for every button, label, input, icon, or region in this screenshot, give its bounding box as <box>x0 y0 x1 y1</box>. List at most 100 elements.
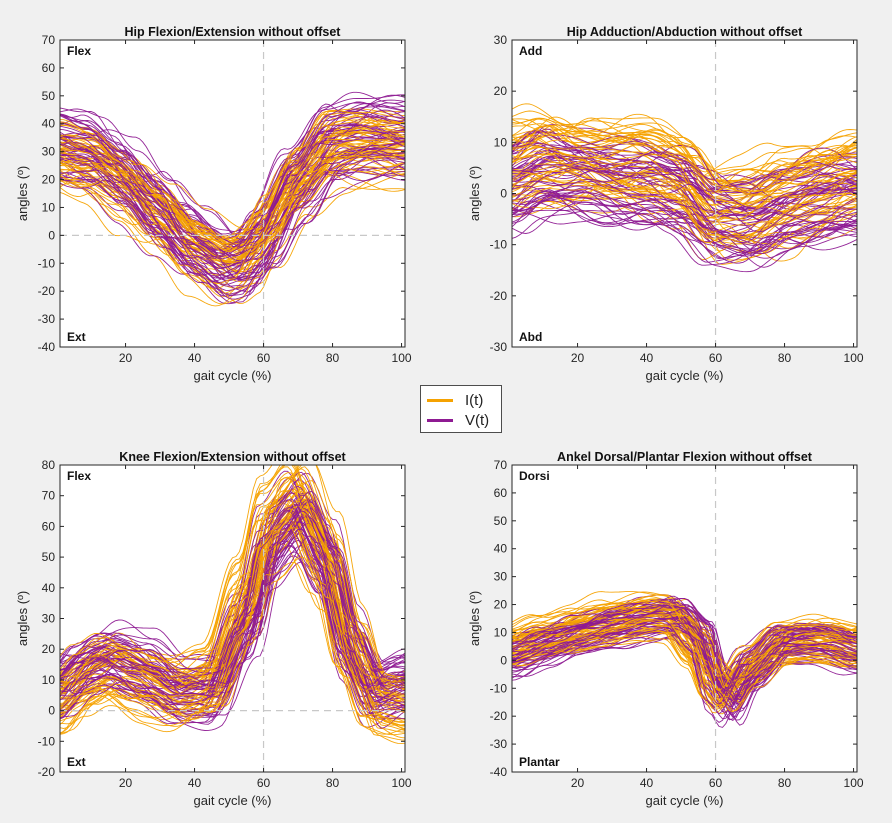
corner-label-bottom: Plantar <box>519 755 560 769</box>
curves <box>60 465 405 745</box>
series-i-curve-92 <box>60 111 405 239</box>
series-i-curve-74 <box>60 489 405 727</box>
series-i-curve-90 <box>512 635 857 709</box>
series-v-curve-109 <box>60 101 405 257</box>
series-v-curve-91 <box>512 598 857 701</box>
series-i-curve-88 <box>512 614 857 702</box>
y-tick-label: -10 <box>490 681 508 695</box>
y-tick-label: 0 <box>48 704 55 718</box>
y-tick-label: 30 <box>42 145 56 159</box>
x-axis-label: gait cycle (%) <box>645 793 723 808</box>
series-i-curve-90 <box>60 465 405 688</box>
series-v-curve-101 <box>512 622 857 710</box>
axes-frame <box>59 39 406 348</box>
x-tick-label: 20 <box>571 776 585 790</box>
series-i-curve-72 <box>512 163 857 214</box>
legend-item-v: V(t) <box>427 410 489 430</box>
x-tick-label: 40 <box>640 351 654 365</box>
series-v-curve-103 <box>512 165 857 233</box>
series-v-curve-51 <box>512 194 857 255</box>
chart-title: Hip Flexion/Extension without offset <box>125 25 342 39</box>
series-v-curve-49 <box>60 156 405 293</box>
series-i-curve-80 <box>512 124 857 196</box>
y-tick-label: 30 <box>494 33 508 47</box>
series-i-curve-78 <box>512 187 857 249</box>
legend: I(t) V(t) <box>420 385 502 433</box>
series-v-curve-91 <box>60 136 405 260</box>
series-v-curve-105 <box>60 159 405 300</box>
series-v-curve-105 <box>512 595 857 692</box>
y-tick-label: 10 <box>494 135 508 149</box>
axes-frame <box>511 464 858 773</box>
series-v-curve-17 <box>512 630 857 721</box>
series-i-curve-104 <box>60 519 405 726</box>
y-tick-label: 70 <box>42 33 56 47</box>
series-i-curve-80 <box>60 503 405 701</box>
chart-title: Ankel Dorsal/Plantar Flexion without off… <box>557 450 813 464</box>
y-tick-label: 10 <box>42 673 56 687</box>
x-tick-label: 40 <box>188 351 202 365</box>
series-v-curve-105 <box>60 535 405 718</box>
series-i-curve-92 <box>60 519 405 725</box>
y-tick-label: 10 <box>494 625 508 639</box>
series-i-curve-104 <box>60 154 405 285</box>
chart-panel-4: 20 40 60 80 100 -40 -30 -20 -10 0 10 20 30 40 50 60 70 An… <box>467 450 864 808</box>
y-tick-label: 60 <box>42 519 56 533</box>
curves <box>512 103 857 273</box>
y-tick-label: 20 <box>42 642 56 656</box>
series-v-curve-69 <box>512 631 857 712</box>
x-axis-label: gait cycle (%) <box>193 793 271 808</box>
series-i-curve-102 <box>512 600 857 691</box>
y-axis-label: angles (º) <box>15 591 30 646</box>
y-axis-label: angles (º) <box>15 166 30 221</box>
x-tick-label: 60 <box>709 351 723 365</box>
series-i-curve-100 <box>512 161 857 239</box>
y-tick-label: 40 <box>494 542 508 556</box>
series-v-curve-97 <box>60 152 405 269</box>
legend-swatch-i <box>427 398 453 402</box>
y-tick-label: -40 <box>38 340 56 354</box>
y-tick-label: 20 <box>494 84 508 98</box>
series-v-curve-83 <box>60 141 405 282</box>
series-v-curve-87 <box>60 508 405 670</box>
series-v-curve-73 <box>60 499 405 697</box>
series-i-curve-88 <box>512 122 857 196</box>
series-i-curve-80 <box>60 149 405 262</box>
series-v-curve-103 <box>60 506 405 690</box>
chart-panel-2: 20 40 60 80 100 -30 -20 -10 0 10 20 30 Hip Adduction… <box>467 25 864 383</box>
y-tick-label: -40 <box>490 765 508 779</box>
series-v-curve-109 <box>512 620 857 715</box>
x-tick-label: 60 <box>257 776 271 790</box>
series-i-curve-106 <box>60 556 405 745</box>
legend-swatch-v <box>427 418 453 422</box>
x-tick-label: 20 <box>571 351 585 365</box>
series-v-curve-53 <box>512 200 857 254</box>
series-i-curve-46 <box>512 179 857 254</box>
legend-label-i: I(t) <box>465 391 484 409</box>
series-v-curve-55 <box>512 185 857 240</box>
x-tick-label: 80 <box>326 351 340 365</box>
x-tick-label: 100 <box>392 351 412 365</box>
series-v-curve-91 <box>512 192 857 260</box>
x-axis-label: gait cycle (%) <box>193 368 271 383</box>
y-tick-label: 30 <box>494 570 508 584</box>
legend-label-v: V(t) <box>465 411 490 429</box>
series-v-curve-59 <box>60 166 405 287</box>
y-tick-label: -30 <box>38 312 56 326</box>
series-i-curve-86 <box>512 606 857 684</box>
y-tick-label: 60 <box>42 61 56 75</box>
y-tick-label: 60 <box>494 486 508 500</box>
series-v-curve-83 <box>512 140 857 194</box>
series-v-curve-101 <box>60 140 405 280</box>
x-tick-label: 80 <box>778 776 792 790</box>
y-tick-label: 0 <box>500 653 507 667</box>
series-i-curve-96 <box>512 133 857 207</box>
x-tick-label: 20 <box>119 776 133 790</box>
x-axis-label: gait cycle (%) <box>645 368 723 383</box>
series-i-curve-76 <box>60 139 405 263</box>
series-v-curve-101 <box>60 498 405 696</box>
series-v-curve-83 <box>512 628 857 722</box>
chart-panel-3: 20 40 60 80 100 -20 -10 0 10 20 30 40 50 60 70 80 Knee F… <box>15 450 412 808</box>
series-v-curve-101 <box>512 210 857 273</box>
chart-panel-1: 20 40 60 80 100 -40 -30 -20 -10 0 10 20 30 40 50 60 70 Hi… <box>15 25 412 383</box>
